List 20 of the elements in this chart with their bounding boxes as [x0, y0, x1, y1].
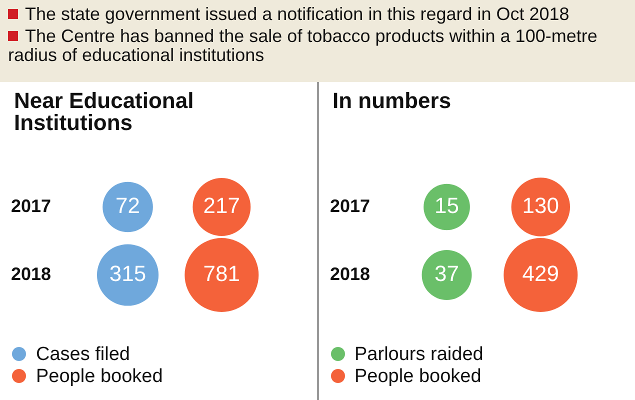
text: Near Educational Institutions — [13, 87, 195, 136]
text: The Centre has banned the sale of tobacco products within a 100-metre radius of educational institutions — [8, 26, 598, 65]
data-label: 217 — [203, 193, 240, 218]
data-label: 72 — [116, 193, 140, 218]
category-label: 2017 — [329, 196, 370, 216]
category-label: 2018 — [10, 264, 52, 284]
data-label: 15 — [434, 193, 459, 218]
data-label: 37 — [434, 261, 459, 286]
data-label: 781 — [203, 261, 240, 286]
legend-label: People booked — [354, 366, 482, 388]
legend-label: People booked — [35, 366, 163, 388]
legend-label: Parlours raided — [354, 344, 484, 366]
category-label: 2017 — [10, 196, 52, 216]
text: In numbers — [332, 87, 452, 115]
data-label: 315 — [109, 261, 146, 286]
text: The state government issued a notification in this regard in Oct 2018 — [24, 4, 570, 24]
data-label: 429 — [522, 261, 559, 286]
legend-label: Cases filed — [35, 344, 131, 366]
category-label: 2018 — [329, 264, 370, 284]
data-label: 130 — [522, 193, 559, 218]
